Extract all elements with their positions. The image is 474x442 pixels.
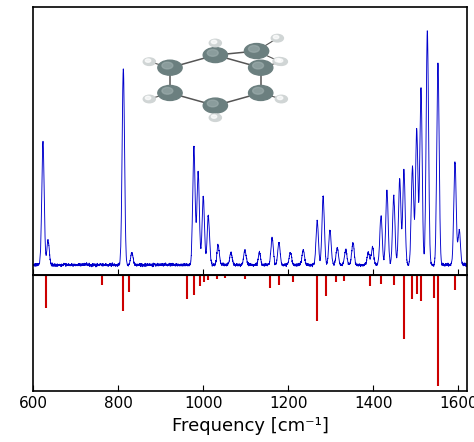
- Circle shape: [209, 114, 221, 122]
- Circle shape: [211, 40, 217, 44]
- Circle shape: [203, 48, 228, 63]
- Circle shape: [277, 59, 283, 62]
- X-axis label: Frequency [cm⁻¹]: Frequency [cm⁻¹]: [172, 417, 328, 434]
- Circle shape: [162, 62, 173, 69]
- Circle shape: [271, 34, 283, 42]
- Circle shape: [207, 100, 218, 107]
- Circle shape: [277, 96, 283, 99]
- Circle shape: [273, 57, 285, 65]
- Circle shape: [207, 50, 218, 56]
- Circle shape: [203, 98, 228, 113]
- Circle shape: [275, 58, 281, 62]
- Circle shape: [275, 58, 287, 65]
- Circle shape: [146, 96, 151, 99]
- Circle shape: [245, 43, 269, 58]
- Circle shape: [248, 85, 273, 100]
- Circle shape: [253, 62, 264, 69]
- Circle shape: [143, 58, 155, 65]
- Circle shape: [143, 95, 155, 103]
- Circle shape: [273, 35, 279, 39]
- Circle shape: [158, 60, 182, 75]
- Circle shape: [146, 59, 151, 62]
- Circle shape: [209, 39, 221, 47]
- Circle shape: [211, 115, 217, 118]
- Circle shape: [248, 60, 273, 75]
- Circle shape: [162, 88, 173, 94]
- Circle shape: [158, 85, 182, 100]
- Circle shape: [275, 95, 287, 103]
- Circle shape: [248, 46, 259, 52]
- Circle shape: [253, 88, 264, 94]
